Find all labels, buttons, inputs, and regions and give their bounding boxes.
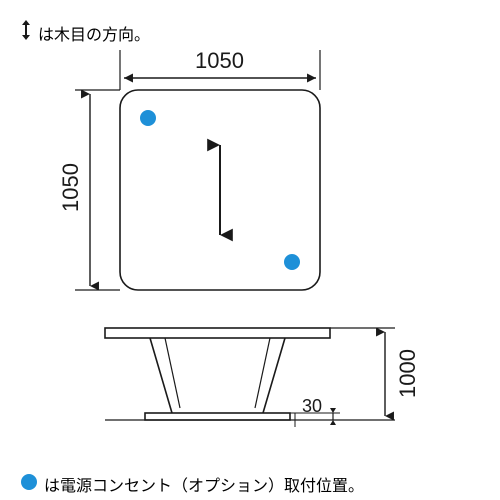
blue-dot-icon [20,473,38,496]
vertical-arrow-icon [20,18,32,47]
side-tabletop [105,328,330,338]
legend-top-text: は木目の方向。 [38,21,150,45]
outlet-dot-bottom-right [284,254,300,270]
dim-base-height-label: 30 [302,396,322,417]
dim-width-label: 1050 [195,48,244,74]
side-base [145,413,290,420]
dim-height-label: 1000 [395,349,421,398]
technical-drawing [0,0,500,500]
dim-depth-label: 1050 [58,163,84,212]
legend-bottom-text: は電源コンセント（オプション）取付位置。 [44,472,364,496]
legend-grain-direction: は木目の方向。 [20,18,150,47]
legend-outlet: は電源コンセント（オプション）取付位置。 [20,472,364,496]
outlet-dot-top-left [140,110,156,126]
